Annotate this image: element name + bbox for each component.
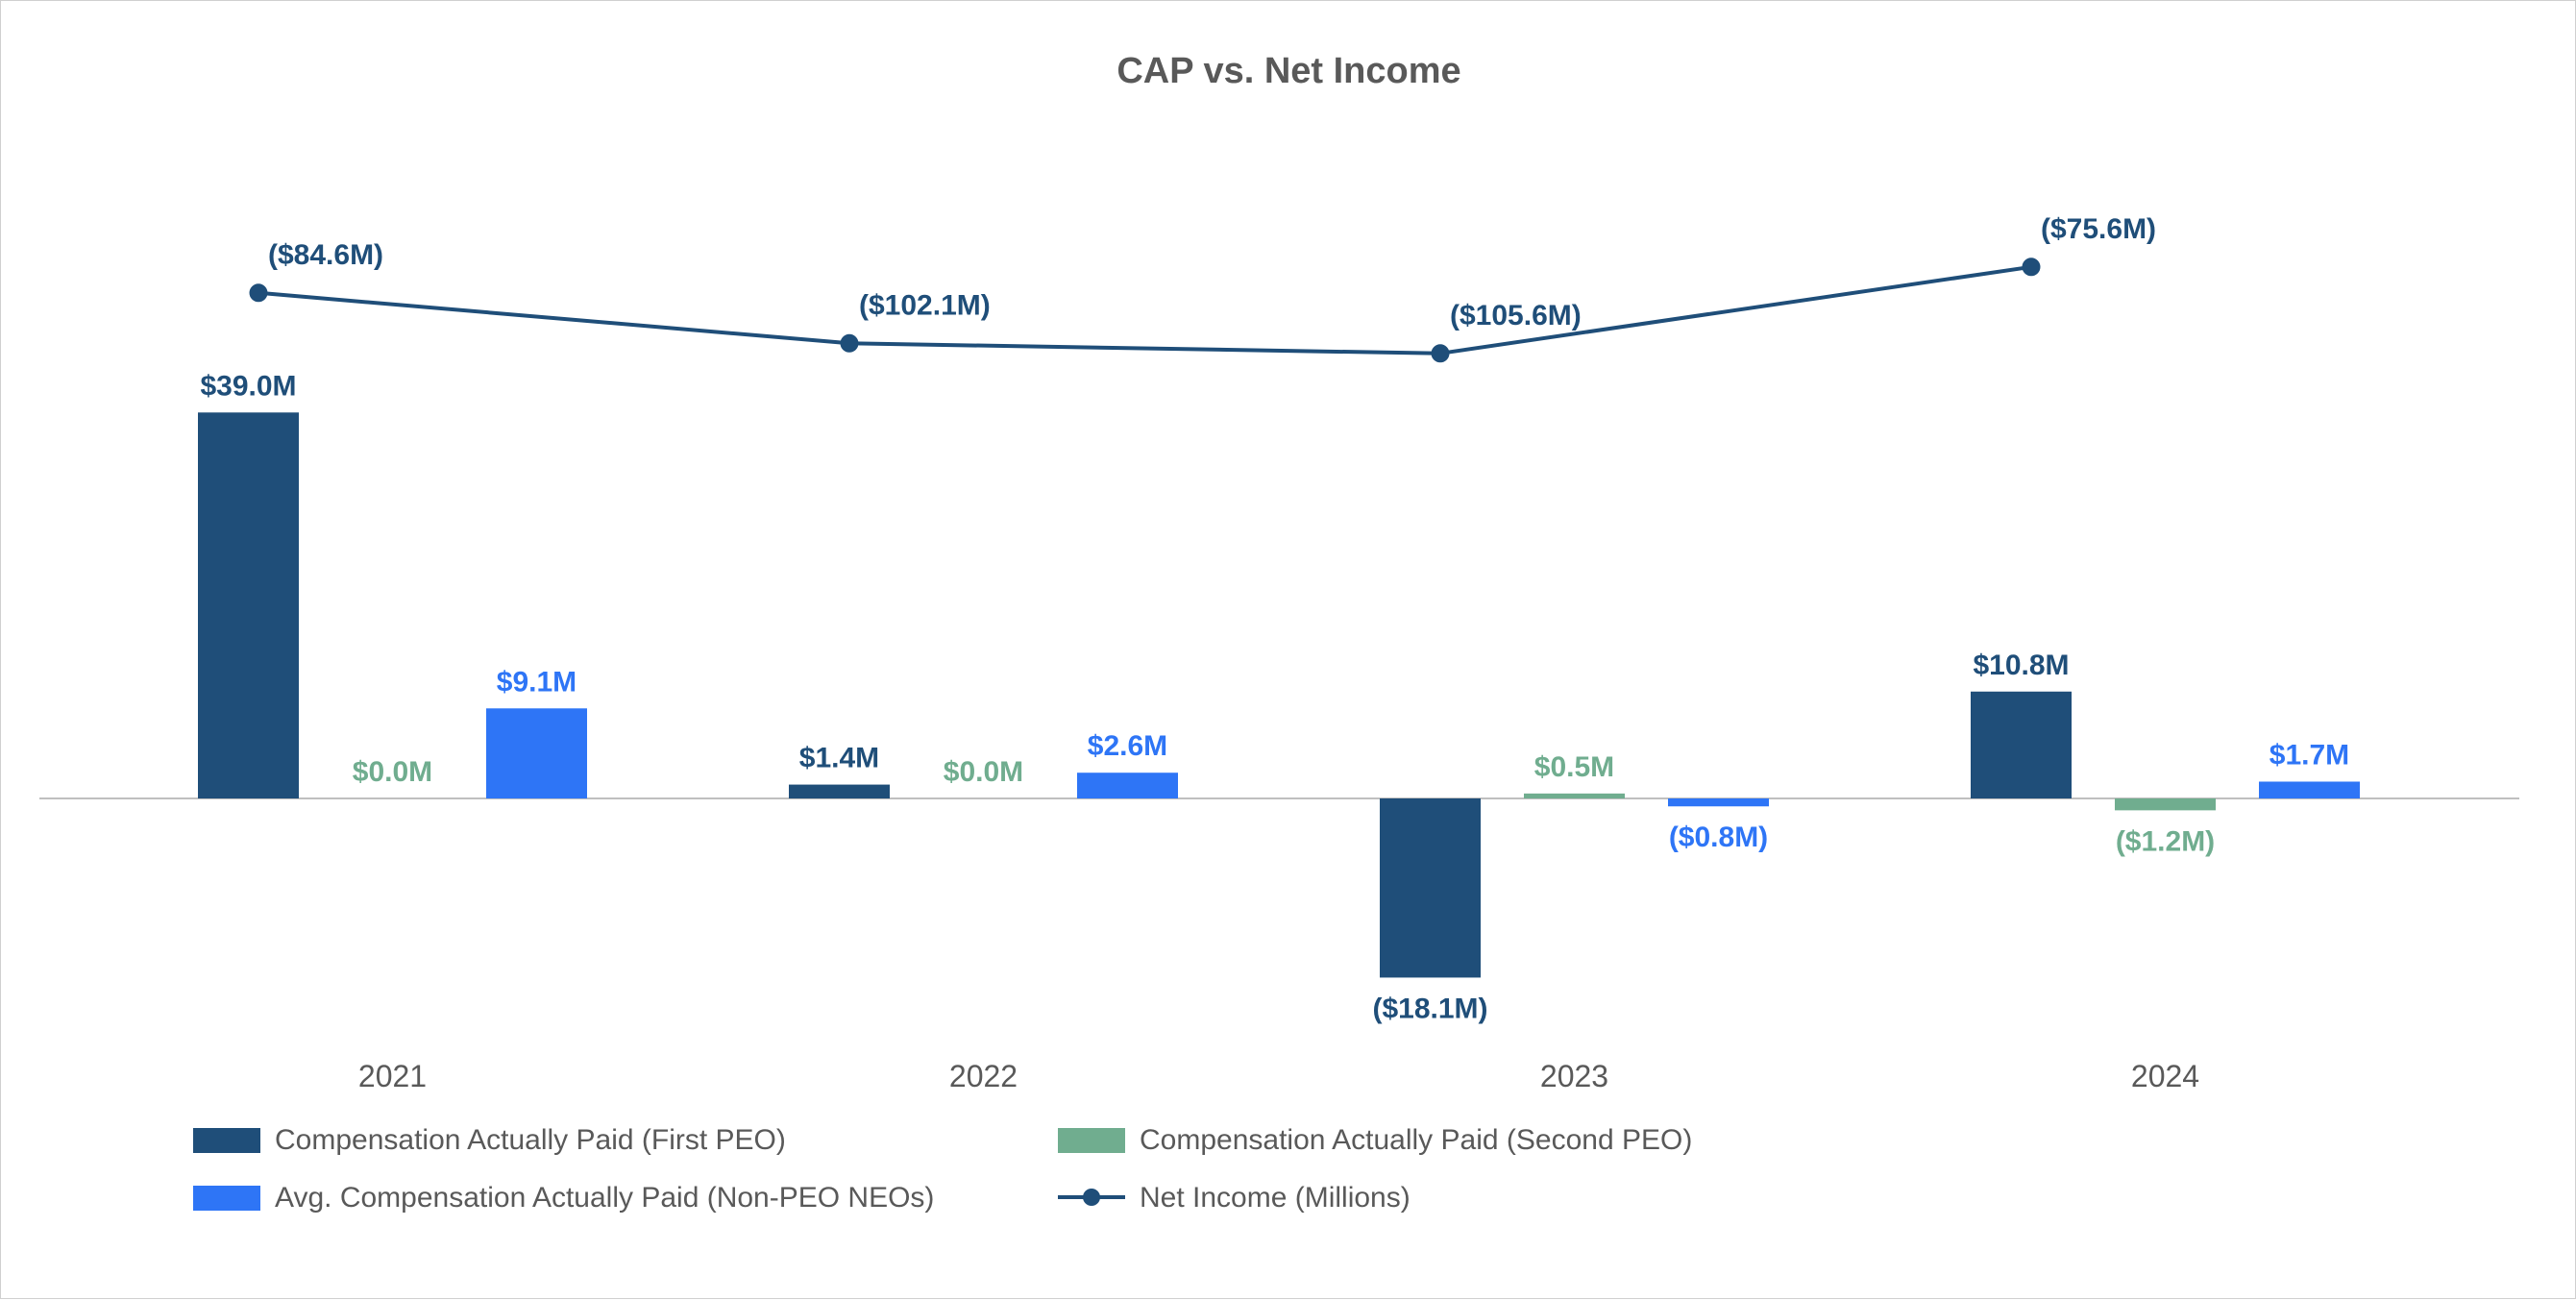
net-income-line	[258, 267, 2031, 354]
net-income-marker-2024	[2023, 258, 2040, 276]
net-income-marker-2022	[841, 334, 858, 352]
net-income-marker-2023	[1432, 345, 1449, 362]
category-label-2022: 2022	[949, 1059, 1018, 1093]
bar-first_peo-2022	[789, 785, 890, 798]
net-income-label-2021: ($84.6M)	[268, 239, 383, 271]
legend-marker-net_income	[1083, 1189, 1100, 1206]
bar-label-first_peo-2023: ($18.1M)	[1372, 993, 1487, 1024]
bar-first_peo-2021	[198, 412, 299, 798]
bar-label-first_peo-2022: $1.4M	[799, 743, 879, 774]
legend-swatch-non_peo	[193, 1186, 260, 1211]
bar-label-non_peo-2023: ($0.8M)	[1669, 822, 1768, 853]
bar-label-non_peo-2024: $1.7M	[2269, 739, 2349, 771]
bar-label-second_peo-2024: ($1.2M)	[2116, 825, 2215, 857]
legend-label-net_income: Net Income (Millions)	[1140, 1182, 1411, 1214]
bar-non_peo-2021	[486, 708, 587, 798]
category-label-2024: 2024	[2131, 1059, 2199, 1093]
cap-vs-net-income-chart: CAP vs. Net Income $39.0M $1.4M ($18.1M) $10…	[1, 1, 2576, 1300]
bar-non_peo-2023	[1668, 798, 1769, 806]
legend-swatch-first_peo	[193, 1128, 260, 1153]
bar-label-second_peo-2023: $0.5M	[1534, 751, 1614, 783]
bar-second_peo-2024	[2115, 798, 2216, 810]
bar-second_peo-2023	[1524, 794, 1625, 798]
bar-label-second_peo-2022: $0.0M	[944, 756, 1023, 788]
legend-label-non_peo: Avg. Compensation Actually Paid (Non-PEO…	[275, 1182, 934, 1214]
bar-label-non_peo-2022: $2.6M	[1088, 730, 1167, 762]
net-income-label-2024: ($75.6M)	[2041, 213, 2156, 245]
legend-label-second_peo: Compensation Actually Paid (Second PEO)	[1140, 1124, 1692, 1156]
bar-label-first_peo-2021: $39.0M	[200, 370, 296, 402]
bar-label-non_peo-2021: $9.1M	[497, 666, 577, 698]
legend-label-first_peo: Compensation Actually Paid (First PEO)	[275, 1124, 786, 1156]
net-income-marker-2021	[250, 284, 267, 302]
category-label-2023: 2023	[1540, 1059, 1608, 1093]
net-income-label-2022: ($102.1M)	[859, 289, 991, 321]
category-label-2021: 2021	[358, 1059, 427, 1093]
bar-non_peo-2024	[2259, 781, 2360, 798]
chart-frame: CAP vs. Net Income $39.0M $1.4M ($18.1M) $10…	[0, 0, 2576, 1299]
bar-label-second_peo-2021: $0.0M	[353, 756, 432, 788]
net-income-label-2023: ($105.6M)	[1450, 300, 1582, 331]
bar-label-first_peo-2024: $10.8M	[1973, 650, 2069, 681]
bar-non_peo-2022	[1077, 773, 1178, 798]
bar-first_peo-2023	[1380, 798, 1481, 977]
bar-first_peo-2024	[1971, 692, 2072, 798]
chart-title: CAP vs. Net Income	[1116, 51, 1460, 91]
legend-swatch-second_peo	[1058, 1128, 1125, 1153]
